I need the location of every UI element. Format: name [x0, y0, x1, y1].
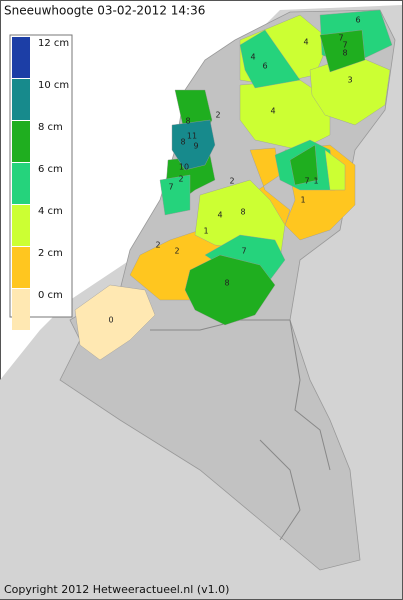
- station-value: 4: [217, 211, 222, 220]
- station-value: 8: [224, 279, 229, 288]
- legend-swatch: [12, 79, 30, 120]
- station-value: 9: [193, 142, 198, 151]
- station-value: 7: [338, 34, 343, 43]
- legend-label: 2 cm: [38, 248, 63, 259]
- border: [150, 319, 290, 331]
- station-value: 7: [304, 177, 309, 186]
- copyright: Copyright 2012 Hetweeractueel.nl (v1.0): [4, 583, 229, 596]
- snow-zones: [74, 9, 393, 361]
- station-value: 8: [180, 138, 185, 147]
- snow-zone: [239, 29, 301, 89]
- station-value: 2: [155, 241, 160, 250]
- station-value: 4: [270, 107, 275, 116]
- legend-label: 12 cm: [38, 38, 69, 49]
- station-value: 2: [229, 177, 234, 186]
- legend-label: 0 cm: [38, 290, 63, 301]
- station-value: 10: [179, 163, 189, 172]
- station-value: 8: [185, 117, 190, 126]
- station-value: 6: [355, 16, 360, 25]
- station-value: 4: [250, 53, 255, 62]
- station-value: 3: [347, 76, 352, 85]
- legend-swatch: [12, 121, 30, 162]
- station-value: 1: [300, 196, 305, 205]
- legend-label: 8 cm: [38, 122, 63, 133]
- snow-zone: [324, 149, 346, 191]
- station-value: 6: [262, 62, 267, 71]
- station-value: 7: [241, 247, 246, 256]
- snow-zone: [74, 284, 156, 361]
- station-value: 4: [303, 38, 308, 47]
- legend-swatch: [12, 205, 30, 246]
- legend-label: 10 cm: [38, 80, 69, 91]
- snow-zone: [289, 144, 319, 186]
- legend-swatch: [12, 37, 30, 78]
- station-value: 11: [187, 132, 197, 141]
- legend-label: 4 cm: [38, 206, 63, 217]
- snow-zone: [159, 174, 191, 216]
- snow-zone: [171, 119, 216, 171]
- legend-swatch: [12, 163, 30, 204]
- station-value: 2: [174, 247, 179, 256]
- station-value: 7: [168, 183, 173, 192]
- station-value: 2: [178, 175, 183, 184]
- snow-zone: [319, 29, 366, 73]
- border: [259, 439, 301, 541]
- legend-swatch: [12, 289, 30, 330]
- station-value: 2: [215, 111, 220, 120]
- border: [289, 319, 331, 471]
- legend-label: 6 cm: [38, 164, 63, 175]
- station-value: 7: [342, 41, 347, 50]
- station-value: 8: [342, 49, 347, 58]
- snow-zone: [184, 254, 276, 326]
- legend: 12 cm 10 cm 8 cm 6 cm 4 cm 2 cm 0 cm: [9, 34, 73, 330]
- title: Sneeuwhoogte 03-02-2012 14:36: [4, 4, 205, 18]
- station-value: 8: [240, 208, 245, 217]
- station-value: 1: [203, 227, 208, 236]
- station-value: 1: [313, 177, 318, 186]
- legend-swatch: [12, 247, 30, 288]
- station-value: 0: [108, 316, 113, 325]
